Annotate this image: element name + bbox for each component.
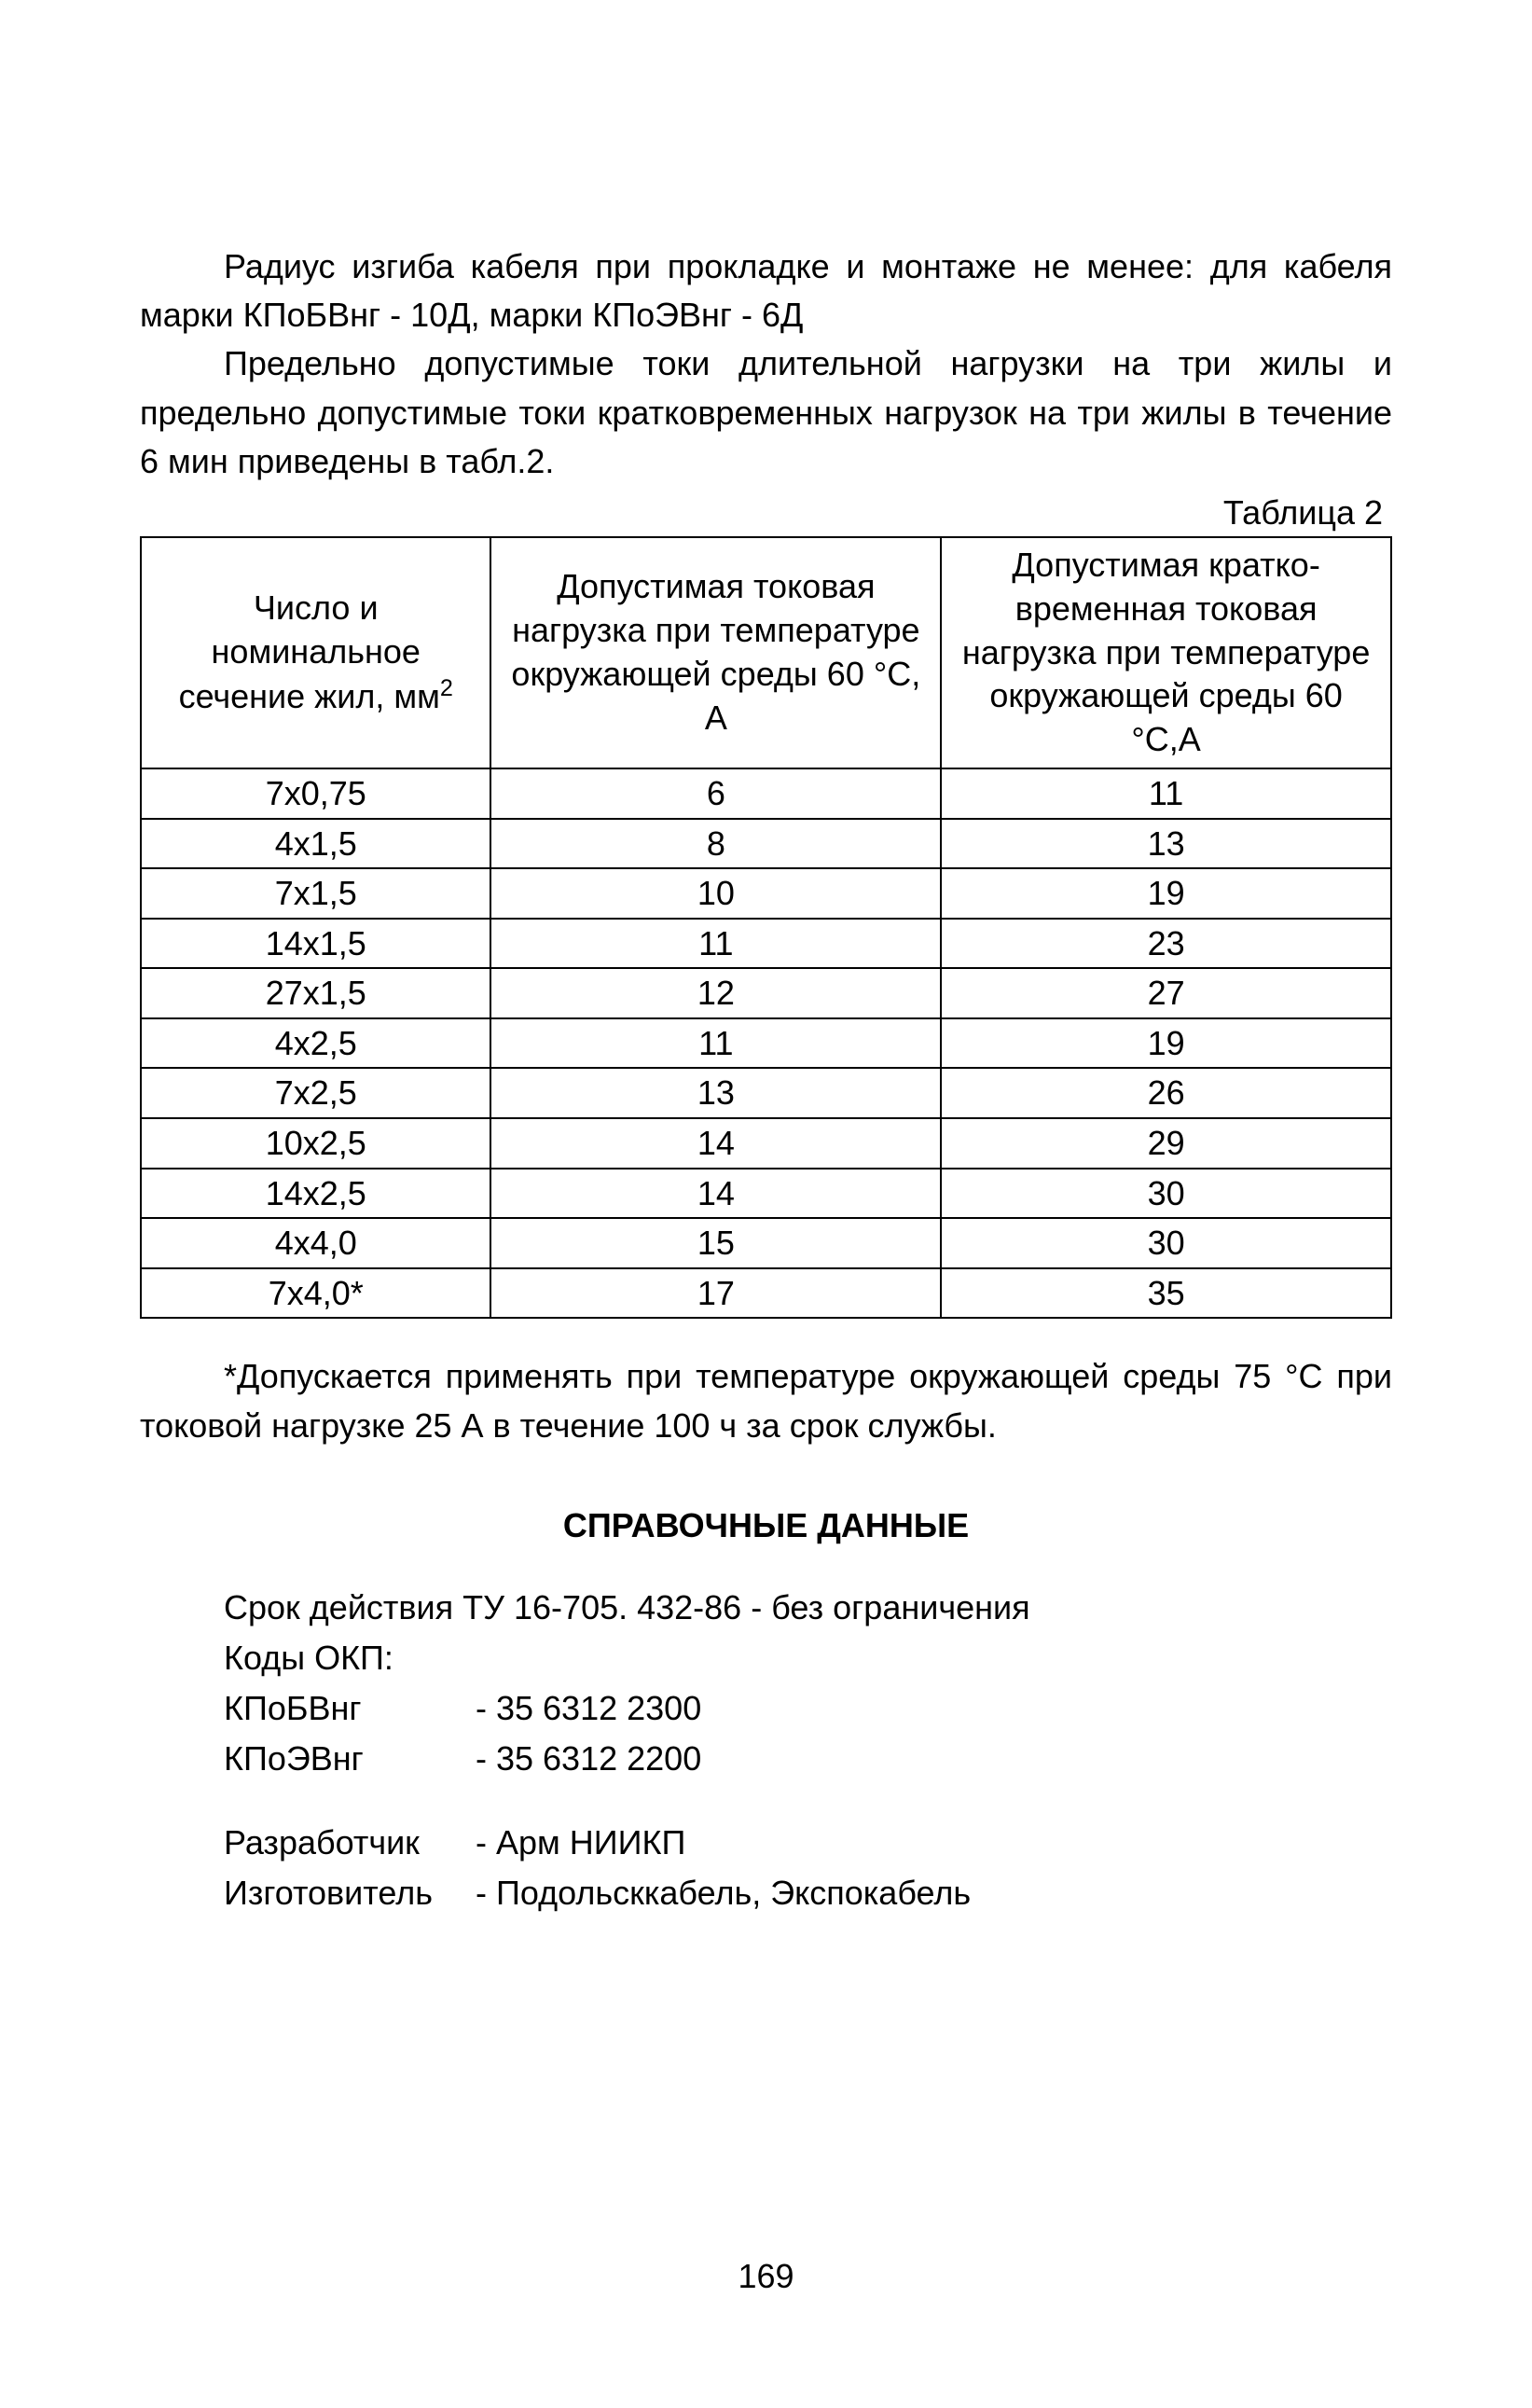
reference-codes: КПоБВнг- 35 6312 2300КПоЭВнг- 35 6312 22… bbox=[224, 1683, 1392, 1784]
table-cell: 11 bbox=[490, 1018, 941, 1069]
reference-code-row: КПоЭВнг- 35 6312 2200 bbox=[224, 1734, 1392, 1784]
table-cell: 13 bbox=[941, 819, 1391, 869]
table-cell: 14 bbox=[490, 1118, 941, 1169]
paragraph-2: Предельно допустимые токи длительной наг… bbox=[140, 339, 1392, 486]
reference-line-codes-label: Коды ОКП: bbox=[224, 1633, 1392, 1683]
table-row: 10х2,51429 bbox=[141, 1118, 1391, 1169]
table-caption: Таблица 2 bbox=[140, 493, 1383, 533]
table-header-1: Число и номинальное сечение жил, мм2 bbox=[141, 537, 490, 768]
table-row: 7х2,51326 bbox=[141, 1068, 1391, 1118]
page-number: 169 bbox=[0, 2257, 1532, 2296]
table-cell: 14х2,5 bbox=[141, 1169, 490, 1219]
table-header-row: Число и номинальное сечение жил, мм2 Доп… bbox=[141, 537, 1391, 768]
table-row: 4х4,01530 bbox=[141, 1218, 1391, 1268]
table-cell: 7х4,0* bbox=[141, 1268, 490, 1319]
table-row: 14х2,51430 bbox=[141, 1169, 1391, 1219]
table-cell: 4х4,0 bbox=[141, 1218, 490, 1268]
reference-info-row: Изготовитель- Подольсккабель, Экспокабел… bbox=[224, 1868, 1392, 1918]
table-cell: 11 bbox=[490, 919, 941, 969]
table-footnote: *Допускается применять при температуре о… bbox=[140, 1352, 1392, 1449]
table-row: 7х1,51019 bbox=[141, 868, 1391, 919]
table-row: 7х0,75611 bbox=[141, 768, 1391, 819]
table-cell: 26 bbox=[941, 1068, 1391, 1118]
reference-code-value: - 35 6312 2300 bbox=[476, 1683, 1392, 1734]
reference-code-label: КПоБВнг bbox=[224, 1683, 476, 1734]
table-row: 7х4,0*1735 bbox=[141, 1268, 1391, 1319]
table-cell: 7х1,5 bbox=[141, 868, 490, 919]
table-cell: 35 bbox=[941, 1268, 1391, 1319]
table-cell: 6 bbox=[490, 768, 941, 819]
table-cell: 8 bbox=[490, 819, 941, 869]
table-cell: 7х2,5 bbox=[141, 1068, 490, 1118]
reference-code-value: - 35 6312 2200 bbox=[476, 1734, 1392, 1784]
reference-code-row: КПоБВнг- 35 6312 2300 bbox=[224, 1683, 1392, 1734]
reference-code-label: КПоЭВнг bbox=[224, 1734, 476, 1784]
table-row: 14х1,51123 bbox=[141, 919, 1391, 969]
table-cell: 30 bbox=[941, 1169, 1391, 1219]
reference-info-label: Разработчик bbox=[224, 1818, 476, 1868]
table-cell: 10 bbox=[490, 868, 941, 919]
table-body: 7х0,756114х1,58137х1,5101914х1,5112327х1… bbox=[141, 768, 1391, 1319]
table-cell: 4х2,5 bbox=[141, 1018, 490, 1069]
table-cell: 12 bbox=[490, 968, 941, 1018]
table-cell: 30 bbox=[941, 1218, 1391, 1268]
table-cell: 19 bbox=[941, 1018, 1391, 1069]
reference-info: Разработчик- Арм НИИКПИзготовитель- Подо… bbox=[224, 1818, 1392, 1918]
table-cell: 13 bbox=[490, 1068, 941, 1118]
table-cell: 27 bbox=[941, 968, 1391, 1018]
table-row: 27х1,51227 bbox=[141, 968, 1391, 1018]
reference-info-value: - Подольсккабель, Экспокабель bbox=[476, 1868, 1392, 1918]
reference-block: Срок действия ТУ 16-705. 432-86 - без ог… bbox=[224, 1583, 1392, 1918]
data-table: Число и номинальное сечение жил, мм2 Доп… bbox=[140, 536, 1392, 1320]
reference-heading: СПРАВОЧНЫЕ ДАННЫЕ bbox=[140, 1506, 1392, 1545]
table-header-2: Допустимая токовая нагрузка при температ… bbox=[490, 537, 941, 768]
table-cell: 19 bbox=[941, 868, 1391, 919]
table-cell: 27х1,5 bbox=[141, 968, 490, 1018]
document-page: Радиус изгиба кабеля при прокладке и мон… bbox=[0, 0, 1532, 2408]
reference-info-row: Разработчик- Арм НИИКП bbox=[224, 1818, 1392, 1868]
paragraph-1: Радиус изгиба кабеля при прокладке и мон… bbox=[140, 242, 1392, 339]
table-cell: 14 bbox=[490, 1169, 941, 1219]
table-cell: 11 bbox=[941, 768, 1391, 819]
table-cell: 14х1,5 bbox=[141, 919, 490, 969]
table-cell: 23 bbox=[941, 919, 1391, 969]
table-cell: 17 bbox=[490, 1268, 941, 1319]
table-row: 4х2,51119 bbox=[141, 1018, 1391, 1069]
table-cell: 29 bbox=[941, 1118, 1391, 1169]
reference-info-label: Изготовитель bbox=[224, 1868, 476, 1918]
table-cell: 15 bbox=[490, 1218, 941, 1268]
table-cell: 10х2,5 bbox=[141, 1118, 490, 1169]
table-row: 4х1,5813 bbox=[141, 819, 1391, 869]
table-header-3: Допустимая кратко­временная токовая нагр… bbox=[941, 537, 1391, 768]
table-cell: 4х1,5 bbox=[141, 819, 490, 869]
table-cell: 7х0,75 bbox=[141, 768, 490, 819]
reference-line-validity: Срок действия ТУ 16-705. 432-86 - без ог… bbox=[224, 1583, 1392, 1633]
reference-info-value: - Арм НИИКП bbox=[476, 1818, 1392, 1868]
